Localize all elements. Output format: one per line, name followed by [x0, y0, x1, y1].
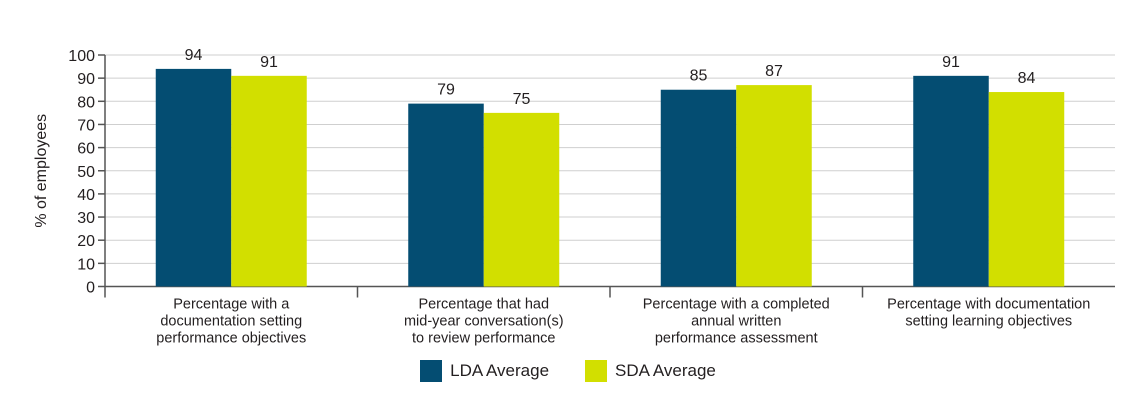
- category-label: Percentage with documentation setting lea…: [887, 297, 1090, 330]
- legend-label: SDA Average: [615, 361, 716, 380]
- legend-item: LDA Average: [420, 360, 549, 382]
- category-label-line: setting learning objectives: [905, 314, 1072, 330]
- bar-lda-average: [155, 68, 232, 287]
- category-label-line: mid-year conversation(s): [404, 314, 564, 330]
- y-tick-label: 90: [77, 71, 95, 88]
- category-label-line: Percentage with a: [173, 297, 290, 313]
- legend-swatch: [420, 360, 443, 382]
- legend: LDA Average SDA Average: [0, 360, 1136, 382]
- category-label-line: to review performance: [412, 331, 555, 347]
- bar-lda-average: [660, 89, 737, 287]
- data-label: 85: [690, 68, 708, 85]
- y-tick-label: 80: [77, 94, 95, 111]
- y-axis-label: % of employees: [33, 114, 50, 228]
- bar-sda-average: [988, 92, 1065, 287]
- y-tick-label: 0: [86, 280, 95, 297]
- data-label: 91: [260, 54, 278, 71]
- data-label: 91: [942, 54, 960, 71]
- legend-item: SDA Average: [585, 360, 716, 382]
- y-tick-label: 30: [77, 210, 95, 227]
- data-label: 87: [765, 63, 783, 80]
- category-label: Percentage that had mid-year conversation…: [404, 297, 564, 347]
- y-tick-label: 100: [68, 48, 95, 65]
- data-label: 84: [1018, 70, 1036, 87]
- category-label-line: Percentage with a completed: [643, 297, 830, 313]
- category-label-line: performance assessment: [655, 331, 818, 347]
- y-tick-label: 60: [77, 141, 95, 158]
- data-label: 75: [513, 91, 531, 108]
- bar-sda-average: [736, 85, 812, 287]
- data-label: 94: [185, 47, 203, 64]
- category-label: Percentage with a documentation setting pe…: [156, 297, 306, 347]
- bar-lda-average: [913, 75, 989, 287]
- category-label-line: Percentage with documentation: [887, 297, 1090, 313]
- y-tick-label: 70: [77, 117, 95, 134]
- y-tick-label: 50: [77, 164, 95, 181]
- y-tick-label: 10: [77, 256, 95, 273]
- y-tick-label: 20: [77, 233, 95, 250]
- legend-swatch: [585, 360, 608, 382]
- legend-label: LDA Average: [450, 361, 550, 380]
- category-label-line: performance objectives: [156, 331, 306, 347]
- data-label: 79: [437, 82, 455, 99]
- category-label-line: Percentage that had: [418, 297, 549, 313]
- bar-sda-average: [231, 75, 307, 287]
- category-label-line: documentation setting: [160, 314, 302, 330]
- bar-lda-average: [408, 103, 484, 287]
- category-label-line: annual written: [691, 314, 781, 330]
- category-label: Percentage with a completed annual writte…: [643, 297, 830, 347]
- y-tick-label: 40: [77, 187, 95, 204]
- bar-sda-average: [483, 112, 560, 287]
- bar-chart: 0 10 20 30 40 50 60 70 80 90 100 % of employees 94 91…: [33, 47, 1115, 347]
